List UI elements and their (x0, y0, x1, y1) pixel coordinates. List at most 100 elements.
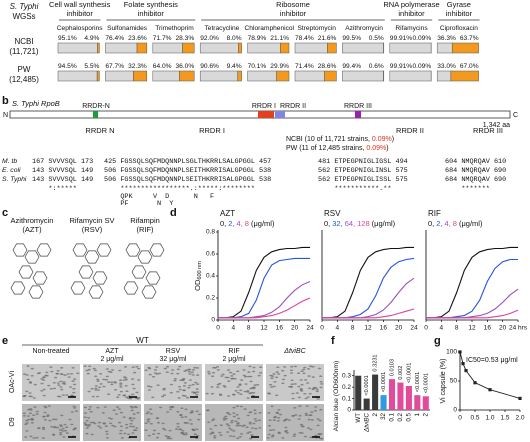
cell (119, 411, 124, 414)
cell (267, 433, 271, 436)
cell (117, 408, 121, 410)
cell (189, 423, 193, 425)
cell (47, 384, 51, 387)
cell (210, 392, 214, 395)
cell (28, 392, 32, 394)
cell (195, 388, 199, 390)
cell (52, 382, 56, 384)
bar (363, 398, 370, 410)
x-tick-label: ΔtviBC (363, 412, 370, 432)
cell (96, 406, 100, 409)
cell (180, 416, 184, 419)
x-tick-label: 1 (414, 412, 421, 416)
sequence: 167 SVVVSQL 173 (32, 158, 93, 166)
cell (246, 391, 250, 393)
cell (228, 413, 232, 416)
structure-ring (78, 265, 94, 279)
x-tick-label: 12 (364, 325, 372, 332)
cell (94, 387, 98, 390)
cell (232, 373, 236, 375)
resistant-label: 36.0% (175, 63, 194, 70)
cell (137, 379, 141, 381)
cell (291, 397, 295, 400)
drug-name: Azithromycin (345, 25, 383, 32)
cell (226, 376, 230, 379)
resistant-label: 67.0% (460, 63, 479, 70)
cell (129, 422, 133, 425)
cell (281, 382, 285, 385)
legend-entry: 4, (445, 219, 451, 228)
susceptible-label: 99.91% (390, 35, 413, 42)
cell (170, 372, 174, 375)
cell (135, 391, 139, 394)
structure-ring (36, 243, 52, 257)
cell (303, 435, 307, 438)
resistant-label: 28.6% (318, 63, 337, 70)
cell (190, 410, 194, 412)
cell (71, 367, 75, 369)
cell (251, 394, 255, 397)
cell (230, 375, 234, 377)
cell (216, 386, 220, 388)
cell (207, 421, 211, 424)
susceptible-label: 33.0% (437, 63, 456, 70)
cell (131, 366, 135, 369)
cell (257, 419, 261, 422)
cell (242, 369, 246, 371)
cell (136, 411, 140, 414)
cell (253, 412, 257, 415)
x-tick-label: 20 (499, 325, 507, 332)
cell (62, 381, 66, 383)
cell (302, 368, 306, 371)
source-count: (11,721) (9, 47, 39, 56)
susceptible-label: 94.5% (58, 63, 77, 70)
susceptible-bar (199, 70, 238, 82)
cell (213, 437, 217, 439)
cell (193, 366, 197, 369)
point (488, 388, 492, 392)
resistant-label: 28.3% (175, 35, 194, 42)
column-label: RSV (166, 348, 181, 355)
cell (272, 373, 276, 375)
bar (397, 382, 404, 410)
cell (279, 413, 283, 416)
series-line (322, 277, 415, 319)
cell (232, 435, 236, 438)
cell (91, 421, 95, 424)
cell (304, 379, 308, 381)
cell (232, 415, 236, 418)
source: NCBI (14, 37, 33, 46)
cell (155, 366, 159, 368)
resistant-bar (450, 70, 479, 82)
panel-label: e (2, 335, 8, 347)
cell (230, 419, 234, 422)
cell (132, 387, 136, 390)
panel-label: f (331, 335, 335, 347)
cell (76, 372, 80, 375)
cell (115, 406, 120, 408)
drug-name: Rifamycin SV (69, 216, 114, 225)
region-label: RRDR-N (82, 103, 110, 110)
drug-name: Azithromycin (11, 216, 54, 225)
cell (30, 422, 34, 424)
chart-title: RIF (428, 209, 441, 218)
cell (228, 427, 232, 430)
cell (83, 416, 87, 419)
cell (65, 432, 69, 434)
cell (219, 434, 223, 436)
cell (165, 365, 170, 368)
cell (190, 411, 194, 414)
cell (273, 415, 277, 418)
legend-entry: 128 (357, 219, 370, 228)
cell (258, 427, 262, 429)
cell (249, 380, 253, 383)
x-tick-label: 16 (484, 325, 492, 332)
susceptible-bar (199, 42, 239, 54)
x-tick-label: 0 (216, 325, 220, 332)
cell (132, 413, 136, 415)
series-line (426, 309, 519, 319)
cell (50, 426, 54, 428)
cell (196, 374, 200, 376)
cell (248, 423, 252, 425)
